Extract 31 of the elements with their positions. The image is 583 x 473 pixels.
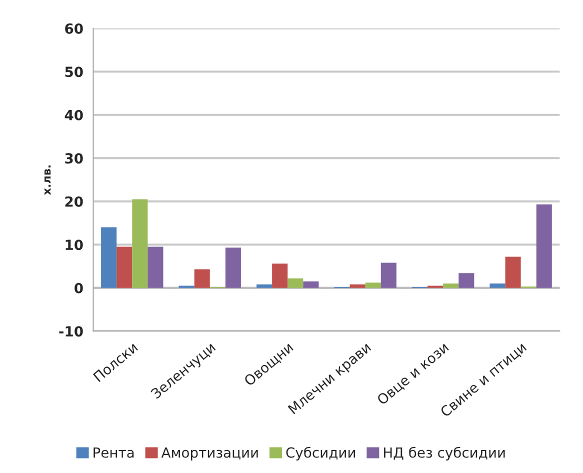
y-tick-label: 30 bbox=[65, 153, 83, 164]
bar bbox=[350, 284, 366, 288]
y-tick-label: -10 bbox=[59, 326, 83, 337]
y-axis-title: х.лв. bbox=[44, 165, 51, 195]
y-tick-label: 20 bbox=[65, 196, 83, 207]
bar bbox=[458, 273, 474, 288]
bar bbox=[443, 284, 459, 288]
bar bbox=[194, 269, 210, 288]
bar bbox=[116, 246, 132, 288]
bar bbox=[225, 248, 241, 288]
bar bbox=[148, 246, 164, 288]
bar bbox=[536, 204, 552, 288]
bar bbox=[303, 281, 319, 288]
y-tick-label: 10 bbox=[66, 240, 83, 250]
bar bbox=[132, 199, 148, 288]
bar bbox=[365, 282, 381, 288]
bar bbox=[380, 262, 396, 288]
y-tick-label: 60 bbox=[65, 23, 83, 34]
legend-label: Амортизации bbox=[161, 447, 258, 460]
bar bbox=[272, 264, 288, 288]
legend-label: НД без субсидии bbox=[384, 446, 505, 460]
bar bbox=[288, 278, 304, 288]
bar bbox=[490, 284, 506, 288]
bar bbox=[256, 284, 272, 288]
y-tick-label: 40 bbox=[64, 110, 83, 120]
y-tick-label: 0 bbox=[74, 282, 83, 294]
bar bbox=[101, 227, 117, 288]
legend-label: Рента bbox=[94, 447, 134, 458]
y-tick-label: 50 bbox=[65, 66, 83, 78]
legend-label: Субсидии bbox=[286, 446, 355, 460]
bar bbox=[505, 256, 521, 288]
